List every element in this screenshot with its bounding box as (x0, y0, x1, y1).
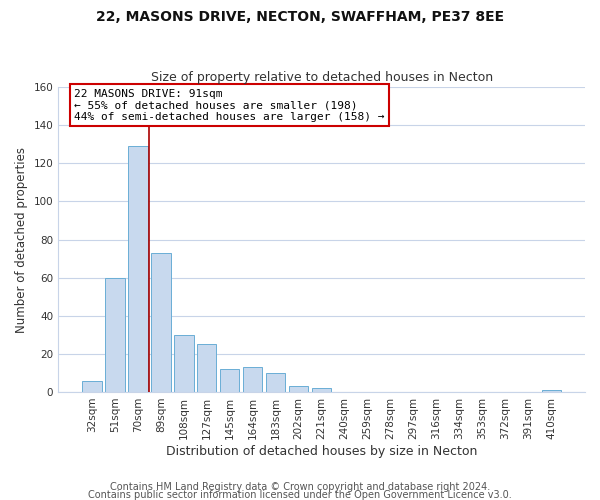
Bar (174, 335, 194, 392)
Text: 22 MASONS DRIVE: 91sqm
← 55% of detached houses are smaller (198)
44% of semi-de: 22 MASONS DRIVE: 91sqm ← 55% of detached… (74, 88, 385, 122)
Title: Size of property relative to detached houses in Necton: Size of property relative to detached ho… (151, 72, 493, 85)
Bar (105, 278, 125, 392)
X-axis label: Distribution of detached houses by size in Necton: Distribution of detached houses by size … (166, 444, 477, 458)
Text: Contains HM Land Registry data © Crown copyright and database right 2024.: Contains HM Land Registry data © Crown c… (110, 482, 490, 492)
Bar (243, 367, 262, 392)
Text: 22, MASONS DRIVE, NECTON, SWAFFHAM, PE37 8EE: 22, MASONS DRIVE, NECTON, SWAFFHAM, PE37… (96, 10, 504, 24)
Text: Contains public sector information licensed under the Open Government Licence v3: Contains public sector information licen… (88, 490, 512, 500)
Bar (128, 146, 148, 392)
Bar (289, 386, 308, 392)
Bar (151, 253, 170, 392)
Bar (312, 388, 331, 392)
Y-axis label: Number of detached properties: Number of detached properties (15, 146, 28, 332)
Bar (266, 373, 286, 392)
Bar (82, 380, 101, 392)
Bar (542, 390, 561, 392)
Bar (220, 369, 239, 392)
Bar (197, 344, 217, 392)
